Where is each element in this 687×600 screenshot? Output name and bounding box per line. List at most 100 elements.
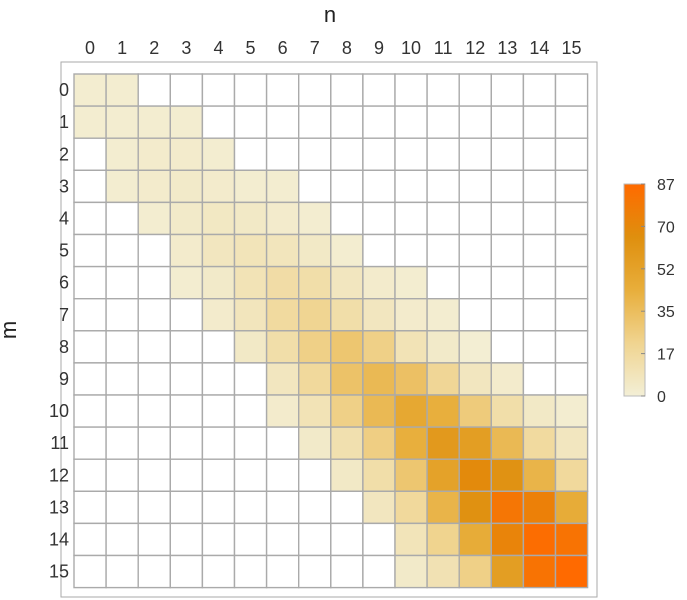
heatmap-cell: [265, 137, 300, 171]
heatmap-cell: [233, 201, 268, 236]
heatmap-cell: [265, 105, 300, 139]
heatmap-cell: [169, 105, 204, 139]
heatmap-cell: [298, 169, 332, 204]
heatmap-cell: [426, 554, 460, 589]
heatmap-cell: [233, 362, 268, 396]
heatmap-cell: [554, 362, 589, 396]
heatmap-cell: [490, 201, 525, 236]
x-tick-label: 12: [465, 38, 485, 58]
heatmap-cell: [426, 105, 460, 139]
heatmap-cell: [265, 522, 300, 557]
heatmap-cell: [554, 233, 589, 268]
heatmap-cell: [137, 426, 171, 460]
heatmap-cell: [554, 458, 589, 493]
heatmap-cell: [554, 105, 589, 139]
heatmap-cell: [298, 330, 332, 364]
heatmap-cell: [201, 233, 236, 268]
heatmap-cell: [169, 394, 204, 428]
heatmap-cell: [394, 298, 428, 332]
heatmap-cell: [73, 458, 107, 493]
heatmap-cell: [298, 490, 332, 525]
heatmap-cell: [73, 201, 107, 236]
heatmap-cell: [105, 394, 139, 428]
x-tick-label: 0: [85, 38, 95, 58]
heatmap-cell: [73, 105, 107, 139]
heatmap-cell: [490, 73, 525, 107]
x-tick-label: 10: [401, 38, 421, 58]
y-tick-label: 5: [59, 241, 69, 261]
heatmap-cell: [265, 73, 300, 107]
heatmap-cell: [330, 522, 364, 557]
heatmap-cell: [105, 105, 139, 139]
heatmap-cell: [554, 330, 589, 364]
heatmap-cell: [426, 522, 460, 557]
heatmap-cell: [394, 554, 428, 589]
heatmap-cell: [137, 394, 171, 428]
heatmap-cell: [426, 298, 460, 332]
heatmap-cell: [362, 522, 396, 557]
y-tick-label: 12: [49, 465, 69, 485]
colorbar-tick-label: 52: [657, 262, 675, 279]
heatmap-cell: [490, 394, 525, 428]
heatmap-cell: [490, 137, 525, 171]
heatmap-cell: [330, 330, 364, 364]
heatmap-cell: [522, 105, 557, 139]
heatmap-cell: [394, 426, 428, 460]
heatmap-cell: [169, 490, 204, 525]
heatmap-cell: [105, 522, 139, 557]
heatmap-cell: [458, 330, 493, 364]
heatmap-cell: [458, 201, 493, 236]
heatmap-cell: [426, 394, 460, 428]
heatmap-cell: [554, 394, 589, 428]
y-tick-label: 0: [59, 80, 69, 100]
heatmap-cell: [73, 169, 107, 204]
heatmap-cell: [522, 265, 557, 300]
heatmap-cell: [298, 362, 332, 396]
heatmap-cell: [458, 265, 493, 300]
heatmap-cell: [233, 137, 268, 171]
heatmap-cell: [73, 265, 107, 300]
x-tick-label: 3: [181, 38, 191, 58]
y-tick-label: 15: [49, 562, 69, 582]
heatmap-cell: [105, 554, 139, 589]
heatmap-cell: [522, 73, 557, 107]
heatmap-cell: [362, 73, 396, 107]
heatmap-cell: [458, 233, 493, 268]
heatmap-cell: [105, 426, 139, 460]
heatmap-cell: [490, 265, 525, 300]
heatmap-cell: [426, 362, 460, 396]
heatmap-cell: [73, 137, 107, 171]
heatmap-cell: [522, 426, 557, 460]
heatmap-cell: [426, 137, 460, 171]
x-tick-label: 7: [310, 38, 320, 58]
heatmap-cell: [137, 458, 171, 493]
heatmap-cell: [73, 426, 107, 460]
heatmap-cell: [169, 201, 204, 236]
heatmap-cell: [298, 426, 332, 460]
heatmap-cell: [394, 73, 428, 107]
heatmap-cell: [458, 105, 493, 139]
heatmap-cell: [330, 265, 364, 300]
heatmap-cell: [426, 458, 460, 493]
heatmap-cell: [137, 522, 171, 557]
heatmap-cell: [265, 201, 300, 236]
heatmap-cell: [330, 554, 364, 589]
heatmap-cell: [73, 298, 107, 332]
heatmap-cell: [554, 169, 589, 204]
heatmap-cell: [233, 169, 268, 204]
heatmap-cell: [105, 490, 139, 525]
heatmap-cell: [490, 490, 525, 525]
heatmap-cell: [554, 522, 589, 557]
heatmap-cell: [201, 522, 236, 557]
x-tick-labels: 0 1 2 3 4 5 6 7 8 9 10 11 12 13 14 15: [85, 38, 582, 58]
heatmap-cell: [105, 201, 139, 236]
heatmap-cell: [458, 554, 493, 589]
heatmap-cell: [330, 426, 364, 460]
heatmap-cell: [522, 522, 557, 557]
heatmap-cell: [330, 394, 364, 428]
heatmap-cell: [201, 265, 236, 300]
colorbar-tick-labels: 0 17 35 52 70 87: [641, 177, 675, 406]
heatmap-cell: [458, 490, 493, 525]
y-tick-label: 13: [49, 497, 69, 517]
